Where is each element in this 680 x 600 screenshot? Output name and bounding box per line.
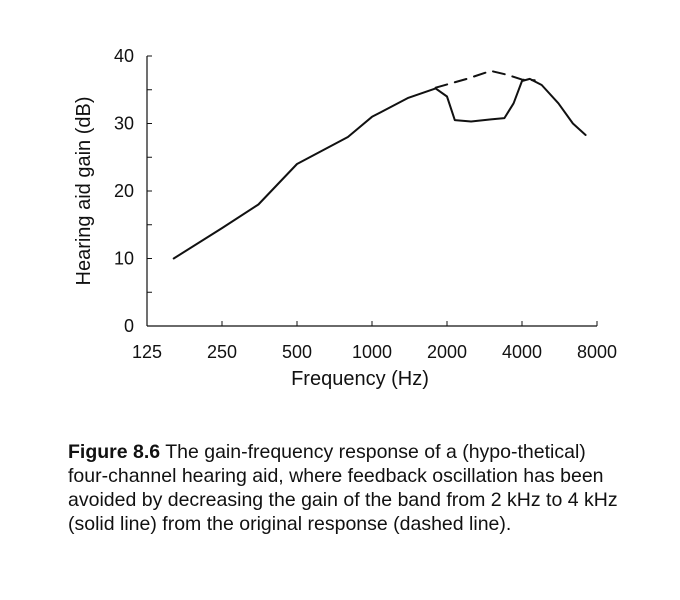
modified-response-solid-line [172, 77, 587, 260]
y-tick-label: 30 [114, 114, 134, 134]
original-response-dashed-line [434, 69, 536, 89]
y-tick-label: 20 [114, 181, 134, 201]
x-tick-label: 125 [132, 342, 162, 362]
y-tick-label: 40 [114, 46, 134, 66]
y-tick-label: 0 [124, 316, 134, 336]
caption-text: The gain-frequency response of a (hypo-t… [68, 441, 618, 535]
y-axis-title: Hearing aid gain (dB) [73, 97, 95, 286]
x-tick-label: 1000 [352, 342, 392, 362]
x-axis-title: Frequency (Hz) [291, 368, 429, 390]
figure-caption: Figure 8.6 The gain-frequency response o… [68, 440, 628, 536]
x-tick-label: 500 [282, 342, 312, 362]
gain-frequency-chart: 0 10 20 30 40 125 250 500 1000 2000 4000 8000 Frequ… [73, 46, 617, 390]
x-tick-label: 4000 [502, 342, 542, 362]
y-tick-label: 10 [114, 249, 134, 269]
figure-label: Figure 8.6 [68, 441, 161, 463]
x-tick-label: 8000 [577, 342, 617, 362]
x-tick-label: 2000 [427, 342, 467, 362]
x-tick-label: 250 [207, 342, 237, 362]
